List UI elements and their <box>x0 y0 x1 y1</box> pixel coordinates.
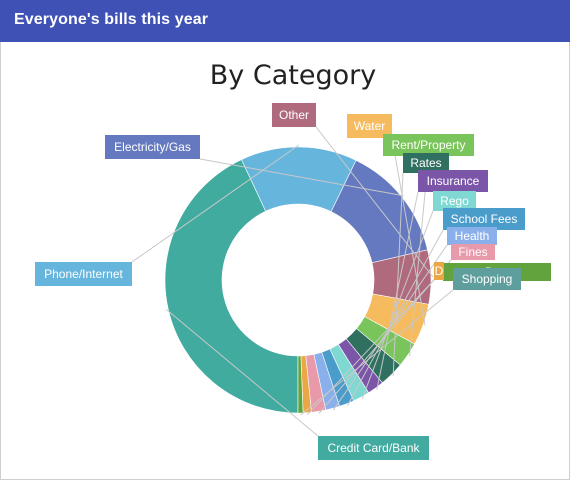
slice-label-text: Fines <box>458 245 487 259</box>
slice-label-fines: Fines <box>451 244 495 260</box>
slice-label-text: Other <box>279 108 309 122</box>
leader-line <box>315 126 434 278</box>
leader-line <box>332 244 448 411</box>
slice-label-rates: Rates <box>403 153 449 173</box>
slice-label-text: Shopping <box>462 272 513 286</box>
slice-label-school-fees: School Fees <box>443 208 525 230</box>
leader-line <box>392 172 404 376</box>
slice-label-text: Rates <box>410 156 441 170</box>
leader-line <box>361 210 434 399</box>
slice-label-phone-internet: Phone/Internet <box>35 262 132 286</box>
leader-line <box>307 279 435 416</box>
chart-title: By Category <box>209 60 377 91</box>
slice-label-other: Other <box>272 103 316 127</box>
slice-label-text: Rent/Property <box>391 138 465 152</box>
leader-line <box>347 229 444 406</box>
slice-label-insurance: Insurance <box>418 170 488 192</box>
slice-label-health: Health <box>447 227 497 245</box>
page-title: Everyone's bills this year <box>14 11 209 28</box>
leader-line <box>199 158 404 197</box>
slice-label-text: Health <box>455 229 490 243</box>
leader-line <box>131 144 300 263</box>
slice-label-text: Insurance <box>427 174 480 188</box>
slice-credit-card-bank[interactable] <box>164 159 299 414</box>
slice-label-dental-pharmacy: D <box>434 262 444 280</box>
slice-label-text: D <box>435 264 444 278</box>
leader-line <box>165 308 319 437</box>
slice-label-electricity-gas: Electricity/Gas <box>105 135 200 159</box>
slice-label-text: Electricity/Gas <box>114 140 191 154</box>
app-header: Everyone's bills this year <box>0 0 570 42</box>
leader-line <box>391 137 426 326</box>
leader-line <box>376 191 419 390</box>
leader-line <box>300 289 454 416</box>
slice-label-text: Phone/Internet <box>44 267 123 281</box>
slice-label-text: Credit Card/Bank <box>327 441 420 455</box>
slice-label-text: Rego <box>440 194 469 208</box>
slice-label-rego: Rego <box>433 191 476 211</box>
slice-label-shopping: Shopping <box>453 268 521 290</box>
slice-label-text: Water <box>354 119 386 133</box>
slice-shopping[interactable] <box>297 355 304 414</box>
slice-label-rent-property: Rent/Property <box>383 134 474 156</box>
slice-label-credit-card-bank: Credit Card/Bank <box>318 436 429 460</box>
slice-label-text: School Fees <box>451 212 518 226</box>
